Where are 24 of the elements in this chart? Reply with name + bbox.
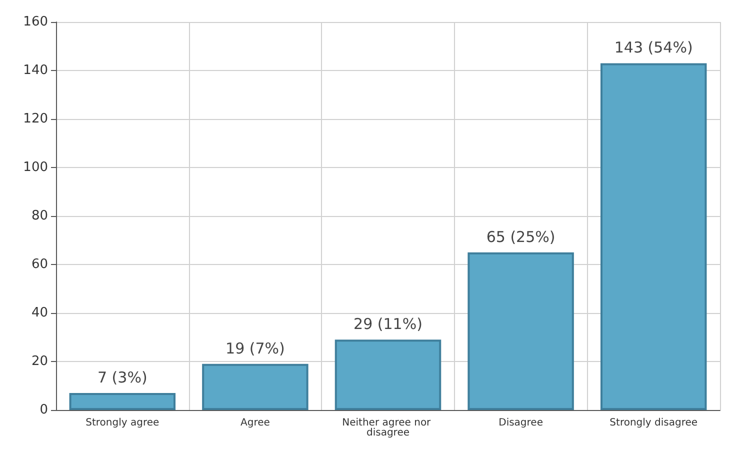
y-tick-label: 20 [31,354,48,369]
y-tick-label: 0 [40,402,48,418]
bar [202,364,308,410]
bar [334,340,442,410]
x-tick-label: Strongly agree [86,418,160,428]
bar [600,63,707,410]
data-label: 29 (11%) [354,315,422,334]
y-tick-label: 80 [31,208,48,224]
y-tick-label: 140 [23,63,48,78]
x-tick-label: Disagree [498,418,543,428]
y-tick-label: 120 [23,112,48,126]
x-tick-label: Neither agree nor disagree [342,418,434,438]
y-tick-label: 60 [31,257,48,272]
x-tick-label: Agree [240,418,270,428]
bar [69,393,176,410]
data-label: 19 (7%) [226,339,285,358]
data-label: 143 (54%) [614,38,693,57]
x-tick-label: Strongly disagree [610,418,698,428]
bar [468,252,574,410]
y-tick-label: 100 [23,160,48,175]
y-tick-label: 160 [23,14,48,30]
y-tick-label: 40 [31,306,48,320]
data-label: 65 (25%) [486,228,556,246]
data-label: 7 (3%) [97,368,148,387]
